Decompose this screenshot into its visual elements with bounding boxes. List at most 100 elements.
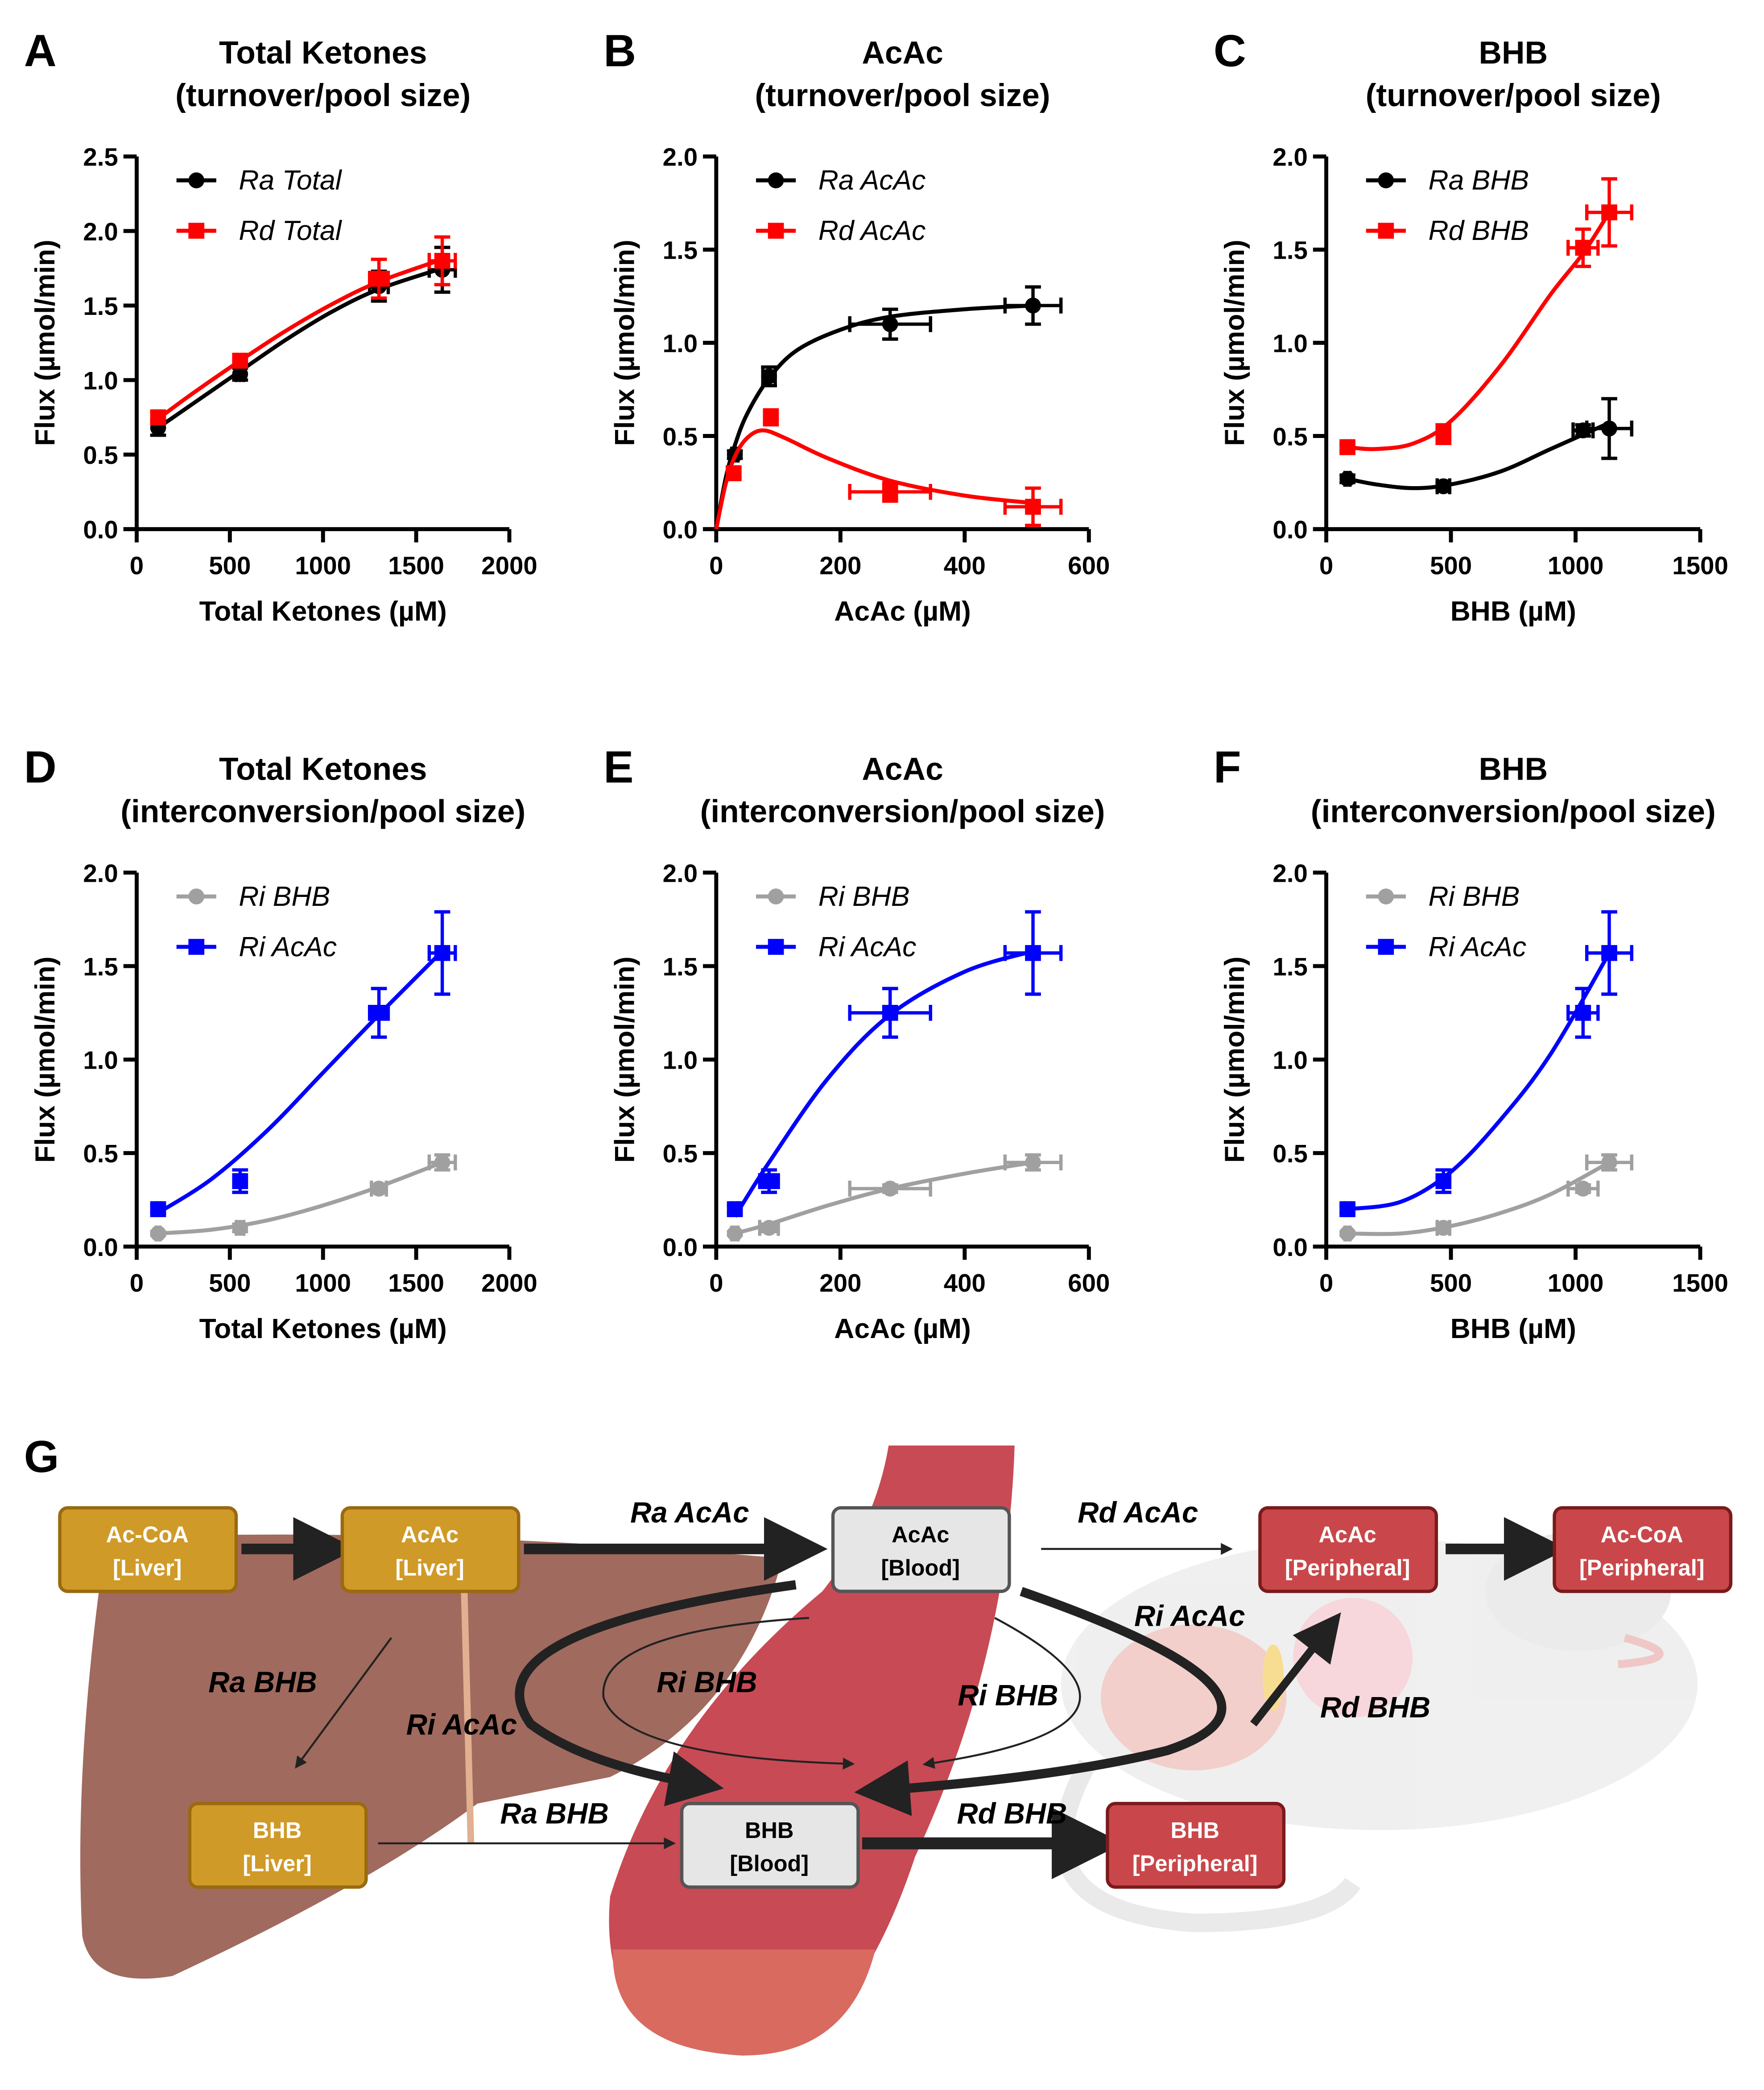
panel-letter-g: G xyxy=(24,1431,59,1482)
flow-label: Ra AcAc xyxy=(630,1496,749,1528)
data-point xyxy=(882,1005,898,1021)
data-point xyxy=(1025,945,1041,961)
y-tick-label: 0.0 xyxy=(663,1233,698,1261)
x-tick-label: 400 xyxy=(944,1269,986,1297)
data-point xyxy=(371,1005,387,1021)
y-axis-label: Flux (µmol/min) xyxy=(1219,956,1250,1163)
panel-letter: B xyxy=(603,26,636,76)
box-label: BHB xyxy=(1170,1817,1219,1843)
data-point xyxy=(150,409,166,425)
box-compartment: [Peripheral] xyxy=(1579,1555,1705,1580)
box-compartment: [Blood] xyxy=(881,1555,960,1580)
box-compartment: [Liver] xyxy=(243,1850,311,1876)
data-point xyxy=(1601,945,1617,961)
y-tick-label: 0.0 xyxy=(83,1233,118,1261)
x-tick-label: 1000 xyxy=(295,1269,351,1297)
blood-vessel-illustration xyxy=(609,1445,1015,2056)
fit-curve xyxy=(733,949,1034,1218)
panel-letter: D xyxy=(24,742,57,792)
chart-subtitle: (turnover/pool size) xyxy=(175,78,471,113)
series-ra-bhb: Ra BHB xyxy=(1339,165,1634,495)
data-point xyxy=(1435,478,1452,495)
legend-marker xyxy=(768,223,784,239)
chart-title: Total Ketones xyxy=(219,751,427,787)
legend-marker xyxy=(1378,223,1394,239)
y-axis-label: Flux (µmol/min) xyxy=(29,956,61,1163)
series-ri-acac: Ri AcAc xyxy=(727,910,1063,1218)
flow-labels: Ra AcAc Rd AcAc Ri AcAc Ra BHB Ri BHB Ri AcAc… xyxy=(208,1496,1430,1830)
box-shape xyxy=(1258,1506,1438,1593)
legend-label: Ri AcAc xyxy=(818,931,917,962)
legend-marker xyxy=(1378,172,1394,189)
data-point xyxy=(150,1225,166,1242)
chart-subtitle: (interconversion/pool size) xyxy=(120,793,525,829)
box-bhb-peripheral: BHB [Peripheral] xyxy=(1106,1802,1286,1889)
flow-label: Ri BHB xyxy=(657,1666,757,1698)
x-tick-label: 1000 xyxy=(295,551,351,579)
box-label: BHB xyxy=(745,1817,793,1843)
flow-label: Ri AcAc xyxy=(1134,1599,1245,1632)
legend-marker xyxy=(1378,939,1394,955)
data-point xyxy=(1435,1173,1452,1190)
box-shape xyxy=(831,1506,1011,1593)
y-tick-label: 2.5 xyxy=(83,143,118,171)
x-tick-label: 600 xyxy=(1068,1269,1110,1297)
flow-label: Ra BHB xyxy=(208,1666,317,1698)
x-tick-label: 1500 xyxy=(1672,1269,1728,1297)
chart-e: E AcAc (interconversion/pool size) 0.0 0.5 1.… xyxy=(603,742,1110,1344)
data-point xyxy=(1575,240,1591,256)
fit-curve xyxy=(158,1161,443,1236)
fit-curve xyxy=(1347,952,1611,1211)
data-point xyxy=(725,465,742,481)
y-tick-label: 1.0 xyxy=(83,1046,118,1074)
data-point xyxy=(882,1181,898,1197)
box-label: Ac-CoA xyxy=(1601,1522,1683,1547)
chart-subtitle: (interconversion/pool size) xyxy=(1311,793,1716,829)
legend-marker xyxy=(768,172,784,189)
data-point xyxy=(1025,297,1041,314)
data-point xyxy=(150,1201,166,1217)
y-tick-label: 1.5 xyxy=(83,292,118,320)
series-rd-total: Rd Total xyxy=(150,215,457,425)
chart-subtitle: (turnover/pool size) xyxy=(1366,78,1661,113)
data-point xyxy=(232,1220,248,1236)
diagram-boxes: Ac-CoA [Liver] AcAc [Liver] AcAc [Blood] AcAc [… xyxy=(58,1506,1733,1889)
panel-letter: A xyxy=(24,26,57,76)
box-shape xyxy=(1553,1506,1733,1593)
fit-curve xyxy=(157,266,443,430)
box-accoa-liver: Ac-CoA [Liver] xyxy=(58,1506,238,1593)
x-axis-label: Total Ketones (µM) xyxy=(199,596,447,627)
y-axis-label: Flux (µmol/min) xyxy=(609,956,640,1163)
y-tick-label: 2.0 xyxy=(663,143,698,171)
data-point xyxy=(232,352,248,369)
box-compartment: [Liver] xyxy=(395,1555,464,1580)
legend-marker xyxy=(188,172,205,189)
data-point xyxy=(232,1173,248,1190)
data-point xyxy=(232,366,248,382)
y-tick-label: 1.0 xyxy=(663,1046,698,1074)
data-point xyxy=(434,1154,450,1171)
fit-curve xyxy=(1347,1161,1611,1236)
fit-curve xyxy=(714,428,1033,530)
y-axis-label: Flux (µmol/min) xyxy=(29,240,61,446)
y-tick-label: 0.0 xyxy=(663,516,698,544)
legend-marker xyxy=(768,939,784,955)
data-point xyxy=(371,271,387,287)
y-tick-label: 0.0 xyxy=(1272,1233,1308,1261)
box-acac-blood: AcAc [Blood] xyxy=(831,1506,1011,1593)
box-compartment: [Peripheral] xyxy=(1285,1555,1410,1580)
data-point xyxy=(1025,499,1041,515)
box-compartment: [Liver] xyxy=(113,1555,182,1580)
legend-label: Rd Total xyxy=(239,215,342,246)
series-ra-total: Ra Total xyxy=(150,165,457,437)
series-rd-acac: Rd AcAc xyxy=(714,215,1063,530)
legend-label: Ra BHB xyxy=(1429,165,1529,196)
x-tick-label: 200 xyxy=(819,551,861,579)
flow-label: Rd AcAc xyxy=(1078,1496,1198,1528)
data-point xyxy=(1339,439,1355,455)
y-tick-label: 1.0 xyxy=(1272,1046,1308,1074)
chart-c: C BHB (turnover/pool size) 0.0 0.5 1.0 1.5 2.0 0… xyxy=(1214,26,1728,627)
data-point xyxy=(727,1201,743,1217)
chart-title: AcAc xyxy=(862,751,943,787)
